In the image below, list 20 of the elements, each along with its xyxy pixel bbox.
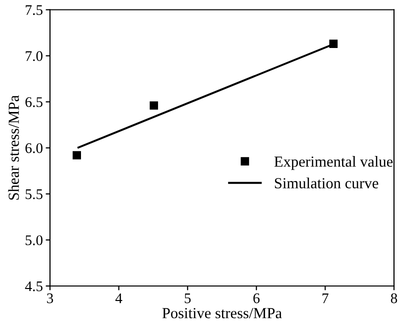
x-axis-title: Positive stress/MPa <box>162 308 282 318</box>
y-tick-label: 7.5 <box>26 5 42 16</box>
y-tick-label: 7.0 <box>26 51 42 62</box>
point <box>329 40 338 48</box>
legend-label: Simulation curve <box>274 178 378 188</box>
y-tick-label: 6.0 <box>25 143 42 154</box>
legend-label: Experimental value <box>274 156 393 170</box>
x-tick-label: 4 <box>115 293 122 304</box>
point <box>150 101 158 110</box>
y-tick-label: 5.5 <box>26 189 42 200</box>
x-tick-label: 3 <box>47 293 54 304</box>
y-axis-title: Shear stress/MPa <box>8 95 19 200</box>
y-tick-label: 5.0 <box>26 235 42 246</box>
x-tick-label: 8 <box>390 293 398 304</box>
x-tick-label: 5 <box>184 294 191 304</box>
point <box>72 151 81 160</box>
x-tick-label: 6 <box>253 293 260 304</box>
y-tick-label: 4.5 <box>25 281 42 292</box>
y-tick-label: 6.5 <box>25 97 42 108</box>
x-tick-label: 7 <box>322 294 328 304</box>
